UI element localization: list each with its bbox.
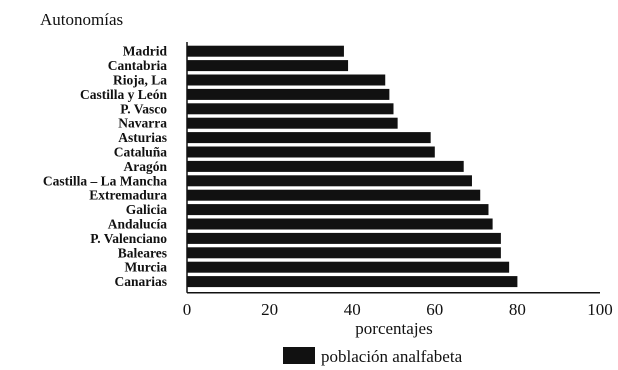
category-label: Murcia	[125, 260, 168, 275]
bar	[187, 232, 501, 244]
bar	[187, 45, 344, 57]
legend-swatch	[283, 347, 315, 364]
category-label: Rioja, La	[113, 73, 167, 88]
category-label: Castilla y León	[80, 87, 167, 102]
x-tick-label: 80	[509, 300, 526, 319]
bar	[187, 60, 349, 72]
x-tick-label: 40	[344, 300, 361, 319]
x-tick-label: 0	[183, 300, 192, 319]
category-label: Baleares	[118, 245, 167, 260]
chart-title: Autonomías	[40, 10, 123, 29]
bar	[187, 189, 481, 201]
category-label: Aragón	[124, 159, 168, 174]
bar	[187, 132, 431, 144]
bar	[187, 175, 472, 187]
category-label: Andalucía	[108, 217, 168, 232]
category-label: Navarra	[118, 116, 167, 131]
category-label: Castilla – La Mancha	[43, 173, 167, 188]
category-label: P. Valenciano	[90, 231, 167, 246]
bar	[187, 88, 390, 100]
x-tick-label: 100	[587, 300, 613, 319]
bar	[187, 247, 501, 259]
bar	[187, 261, 510, 273]
bar	[187, 146, 435, 158]
category-label: Cantabria	[108, 58, 168, 73]
bars-group	[187, 45, 518, 288]
category-label: Galicia	[126, 202, 167, 217]
bar	[187, 218, 493, 230]
category-label: Asturias	[118, 130, 167, 145]
category-label: Madrid	[123, 44, 168, 59]
legend-label: población analfabeta	[321, 347, 463, 366]
bar	[187, 276, 518, 288]
category-label: Cataluña	[114, 145, 168, 160]
bar	[187, 117, 398, 129]
x-tick-label: 20	[261, 300, 278, 319]
bar	[187, 160, 464, 172]
category-label: P. Vasco	[120, 101, 167, 116]
x-tick-label: 60	[426, 300, 443, 319]
bar	[187, 74, 386, 86]
bar	[187, 103, 394, 115]
category-label: Extremadura	[89, 188, 167, 203]
x-axis-label: porcentajes	[355, 319, 432, 338]
x-tick-labels: 0 20 40 60 80 100	[183, 300, 613, 319]
category-label: Canarias	[114, 274, 167, 289]
bar	[187, 204, 489, 216]
